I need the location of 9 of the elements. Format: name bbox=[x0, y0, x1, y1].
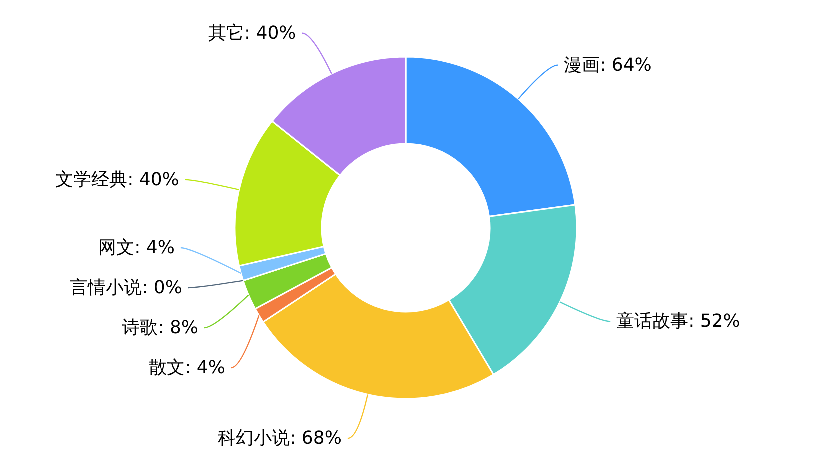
slice-label: 童话故事: 52% bbox=[616, 311, 740, 332]
slice-label: 网文: 4% bbox=[98, 237, 175, 258]
slice-label: 文学经典: 40% bbox=[56, 169, 180, 190]
slice-label: 其它: 40% bbox=[208, 22, 296, 44]
legend-label: 言情小说: 0% bbox=[70, 277, 182, 298]
slice-label: 漫画: 64% bbox=[564, 54, 652, 76]
slice-label: 诗歌: 8% bbox=[122, 317, 199, 338]
slice-label: 散文: 4% bbox=[149, 357, 226, 378]
slice-label: 科幻小说: 68% bbox=[218, 428, 342, 450]
